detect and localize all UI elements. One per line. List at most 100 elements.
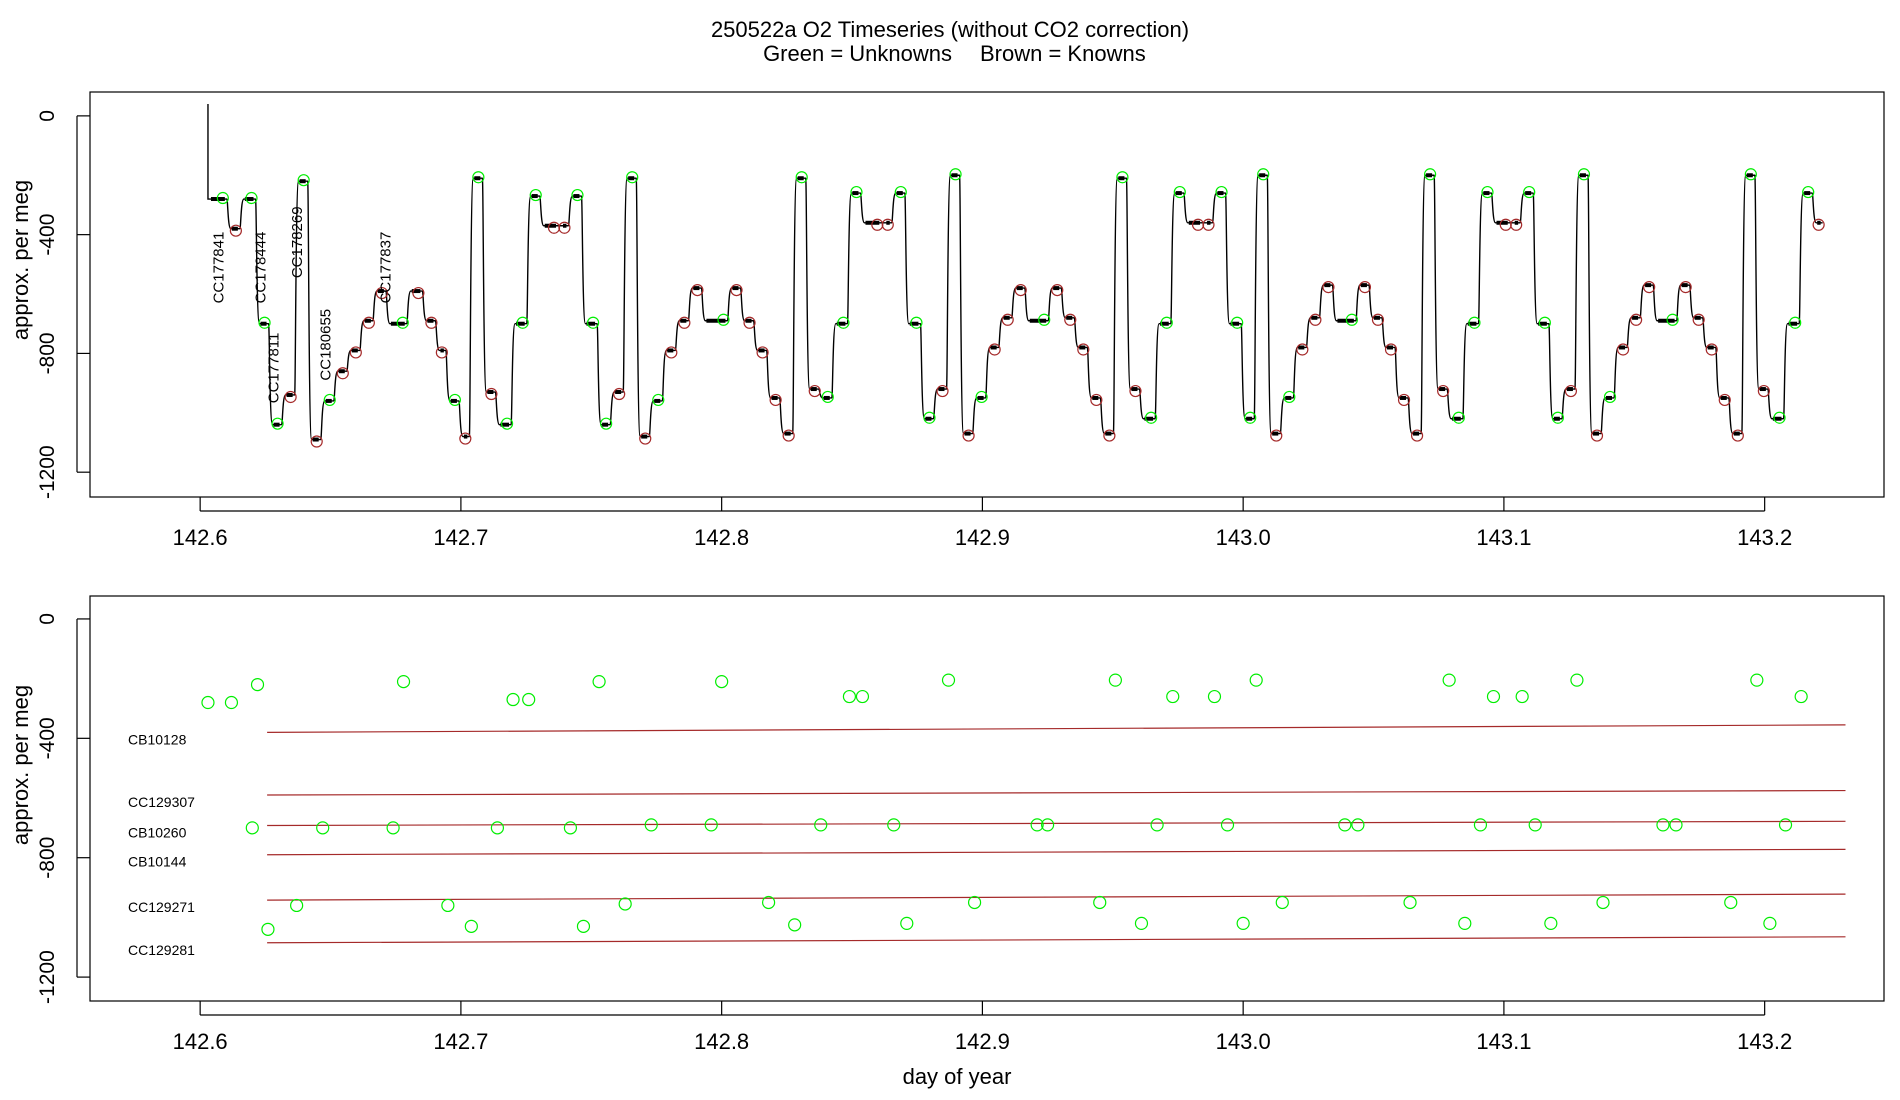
known-marker bbox=[665, 346, 678, 359]
known-marker bbox=[782, 429, 795, 442]
o2-trace-line bbox=[207, 104, 1823, 441]
known-marker bbox=[1397, 393, 1411, 407]
unknown-point bbox=[316, 821, 330, 835]
known-marker bbox=[1757, 384, 1770, 398]
unknown-point bbox=[1656, 818, 1670, 832]
known-marker bbox=[1643, 281, 1656, 294]
known-marker bbox=[1001, 313, 1014, 326]
unknown-marker bbox=[1160, 316, 1173, 329]
bottom-y-axis: 0 -400 -800 -1200 bbox=[36, 613, 90, 1004]
unknown-point bbox=[1403, 895, 1417, 910]
known-marker bbox=[375, 286, 388, 300]
known-marker bbox=[1410, 429, 1424, 442]
unknown-point bbox=[1763, 916, 1777, 930]
unknown-point bbox=[900, 916, 914, 930]
unknown-point bbox=[1458, 916, 1472, 930]
top-x-tick-label: 143.1 bbox=[1476, 525, 1531, 550]
unknown-marker bbox=[1789, 316, 1802, 329]
known-marker bbox=[1358, 281, 1372, 294]
known-marker bbox=[1371, 313, 1385, 326]
unknown-marker bbox=[448, 393, 462, 407]
unknown-marker bbox=[1802, 185, 1815, 199]
unknown-marker bbox=[587, 316, 600, 329]
unknown-marker bbox=[1603, 390, 1617, 404]
unknown-point bbox=[1220, 818, 1235, 832]
top-x-tick-label: 143.2 bbox=[1737, 525, 1792, 550]
unknown-point bbox=[592, 675, 606, 689]
top-y-tick-label: -400 bbox=[36, 214, 59, 256]
top-y-tick-label: -800 bbox=[36, 332, 59, 374]
known-line-label: CC129307 bbox=[128, 794, 195, 810]
known-reference-lines bbox=[267, 724, 1846, 944]
sample-label: CC177841 bbox=[211, 232, 228, 304]
known-marker bbox=[1064, 313, 1077, 326]
unknown-marker bbox=[1773, 411, 1786, 424]
unknown-point bbox=[1778, 818, 1793, 832]
unknown-marker bbox=[297, 174, 310, 187]
unknown-marker bbox=[1231, 316, 1244, 329]
unknown-marker bbox=[1116, 171, 1129, 184]
known-line-label: CC129271 bbox=[128, 899, 195, 915]
unknown-marker bbox=[1577, 168, 1591, 181]
known-marker bbox=[613, 387, 626, 401]
unknown-point bbox=[506, 692, 520, 707]
top-x-tick-label: 142.7 bbox=[433, 525, 488, 550]
known-marker bbox=[284, 390, 297, 404]
top-x-tick-label: 142.6 bbox=[173, 525, 228, 550]
unknown-marker bbox=[795, 171, 808, 184]
bottom-x-tick-label: 142.7 bbox=[433, 1029, 488, 1054]
unknown-point bbox=[563, 821, 578, 835]
known-marker bbox=[962, 429, 975, 442]
known-line-label: CB10144 bbox=[128, 854, 187, 870]
known-marker bbox=[1564, 384, 1578, 398]
unknown-marker bbox=[1173, 185, 1186, 199]
unknown-marker bbox=[1257, 168, 1270, 181]
unknown-point bbox=[1544, 916, 1558, 930]
unknown-point bbox=[967, 895, 982, 910]
unknown-point bbox=[1794, 689, 1808, 704]
known-marker bbox=[1202, 218, 1215, 231]
known-line-cb10128 bbox=[267, 724, 1846, 733]
unknown-marker bbox=[1452, 411, 1465, 424]
unknown-point bbox=[1108, 673, 1122, 687]
known-marker bbox=[743, 316, 756, 329]
unknown-point bbox=[1528, 818, 1542, 832]
known-marker bbox=[769, 393, 782, 407]
known-marker bbox=[485, 387, 498, 401]
known-marker bbox=[1090, 393, 1103, 407]
top-y-axis-label: approx. per meg bbox=[8, 180, 33, 340]
unknown-marker bbox=[1424, 168, 1437, 181]
known-marker bbox=[558, 221, 571, 234]
known-marker bbox=[1510, 218, 1523, 231]
known-marker bbox=[1270, 429, 1283, 442]
unknown-marker bbox=[1523, 185, 1536, 199]
bottom-x-tick-label: 142.6 bbox=[173, 1029, 228, 1054]
unknown-point bbox=[887, 818, 901, 832]
unknown-marker bbox=[323, 393, 336, 407]
known-marker bbox=[730, 283, 743, 297]
sample-label: CC177837 bbox=[377, 232, 394, 304]
known-marker bbox=[1590, 429, 1604, 442]
known-marker bbox=[229, 224, 242, 237]
unknown-marker bbox=[850, 185, 863, 199]
unknown-point bbox=[715, 675, 729, 689]
unknown-marker bbox=[894, 185, 907, 199]
known-marker bbox=[1296, 343, 1309, 356]
unknown-marker bbox=[910, 316, 923, 329]
unknown-points bbox=[201, 673, 1808, 936]
bottom-x-tick-label: 143.0 bbox=[1216, 1029, 1271, 1054]
bottom-x-tick-label: 142.9 bbox=[955, 1029, 1010, 1054]
unknown-point bbox=[1134, 916, 1149, 930]
top-markers bbox=[210, 168, 1825, 448]
unknown-marker bbox=[626, 171, 639, 184]
unknown-marker bbox=[271, 417, 284, 430]
bottom-x-tick-label: 143.2 bbox=[1737, 1029, 1792, 1054]
unknown-point bbox=[1030, 818, 1044, 832]
known-marker bbox=[808, 384, 821, 398]
unknown-marker bbox=[1244, 411, 1257, 424]
unknown-point bbox=[1249, 673, 1263, 687]
known-marker bbox=[336, 367, 349, 380]
bottom-plot-frame bbox=[89, 595, 1885, 1002]
top-x-tick-label: 142.8 bbox=[694, 525, 749, 550]
